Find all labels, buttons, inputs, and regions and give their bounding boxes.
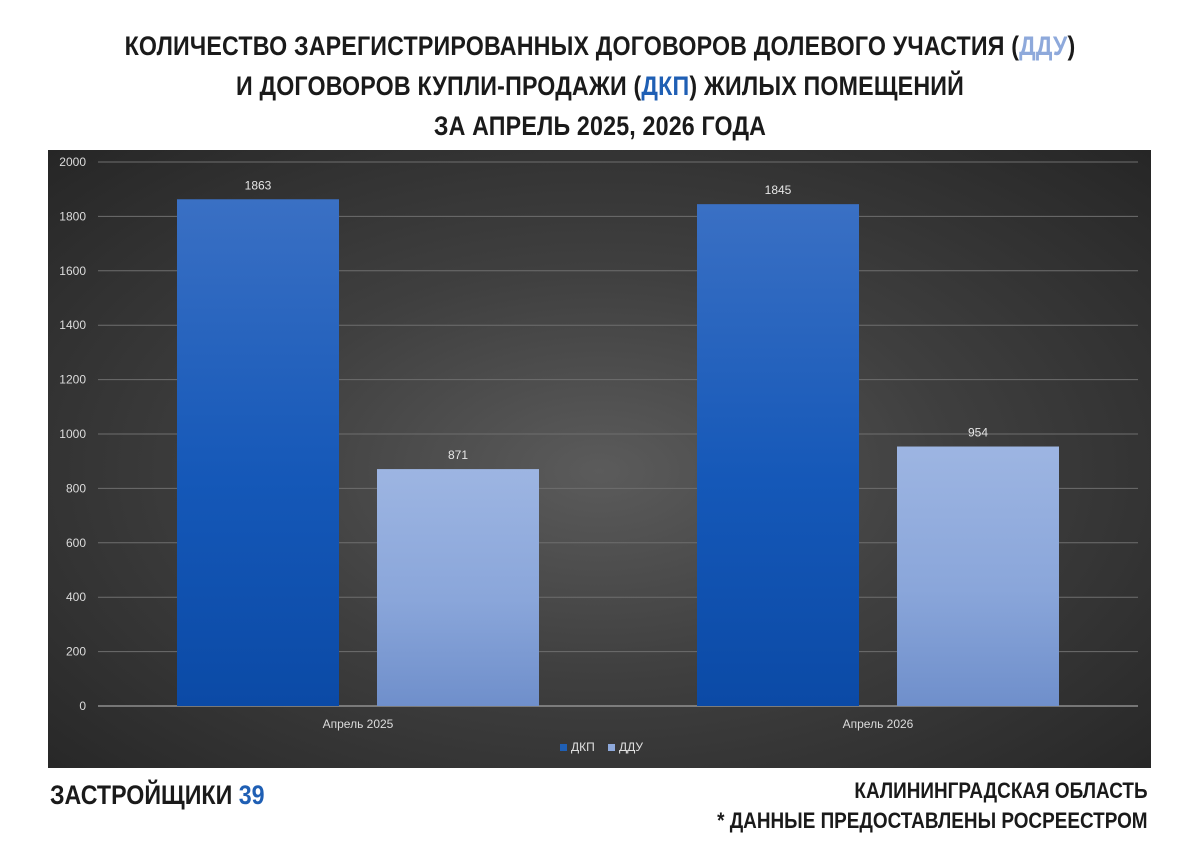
y-tick-label: 0 <box>79 699 86 713</box>
data-labels: 1863 871 1845 954 <box>245 178 989 462</box>
legend-label: ДДУ <box>619 740 643 754</box>
title-dkp-highlight: ДКП <box>641 71 690 101</box>
region-label: КАЛИНИНГРАДСКАЯ ОБЛАСТЬ <box>854 778 1148 803</box>
y-tick-label: 1400 <box>59 318 86 332</box>
legend-label: ДКП <box>571 740 595 754</box>
y-tick-label: 200 <box>66 645 86 659</box>
brand-logo: ЗАСТРОЙЩИКИ 39 <box>50 780 265 811</box>
brand-name: ЗАСТРОЙЩИКИ <box>50 780 233 810</box>
title-ddu-highlight: ДДУ <box>1019 31 1068 61</box>
title-line-2: И ДОГОВОРОВ КУПЛИ-ПРОДАЖИ (ДКП) ЖИЛЫХ ПО… <box>236 71 964 101</box>
bar-chart: 0 200 400 600 800 1000 1200 1400 1600 1800 2000 18… <box>59 155 1138 754</box>
data-label: 954 <box>968 426 988 440</box>
y-tick-label: 400 <box>66 590 86 604</box>
chart-panel: 0 200 400 600 800 1000 1200 1400 1600 1800 2000 18… <box>48 150 1151 768</box>
x-tick-label: Апрель 2026 <box>843 717 914 731</box>
legend-swatch <box>608 744 615 751</box>
y-tick-label: 1200 <box>59 373 86 387</box>
y-tick-label: 1800 <box>59 209 86 223</box>
bars <box>177 199 1059 706</box>
source-note: * ДАННЫЕ ПРЕДОСТАВЛЕНЫ РОСРЕЕСТРОМ <box>717 808 1148 833</box>
legend-swatch <box>560 744 567 751</box>
y-tick-label: 800 <box>66 481 86 495</box>
brand-number: 39 <box>238 780 265 810</box>
legend: ДКП ДДУ <box>560 740 643 754</box>
y-tick-label: 1600 <box>59 264 86 278</box>
data-label: 1845 <box>765 183 792 197</box>
y-axis-ticks: 0 200 400 600 800 1000 1200 1400 1600 1800 2000 <box>59 155 86 713</box>
x-axis-ticks: Апрель 2025 Апрель 2026 <box>323 717 914 731</box>
data-label: 871 <box>448 448 468 462</box>
bar-ДКП-2 <box>697 204 859 706</box>
bar-ДДУ-2 <box>897 446 1059 706</box>
title-line-3: ЗА АПРЕЛЬ 2025, 2026 ГОДА <box>433 111 767 141</box>
x-tick-label: Апрель 2025 <box>323 717 394 731</box>
y-tick-label: 2000 <box>59 155 86 169</box>
y-tick-label: 1000 <box>59 427 86 441</box>
title-line-1: КОЛИЧЕСТВО ЗАРЕГИСТРИРОВАННЫХ ДОГОВОРОВ … <box>124 31 1076 61</box>
data-label: 1863 <box>245 178 272 192</box>
bar-ДДУ-1 <box>377 469 539 706</box>
y-tick-label: 600 <box>66 536 86 550</box>
chart-title: КОЛИЧЕСТВО ЗАРЕГИСТРИРОВАННЫХ ДОГОВОРОВ … <box>84 26 1116 146</box>
footer-notes: КАЛИНИНГРАДСКАЯ ОБЛАСТЬ * ДАННЫЕ ПРЕДОСТ… <box>718 776 1148 836</box>
bar-ДКП-1 <box>177 199 339 706</box>
